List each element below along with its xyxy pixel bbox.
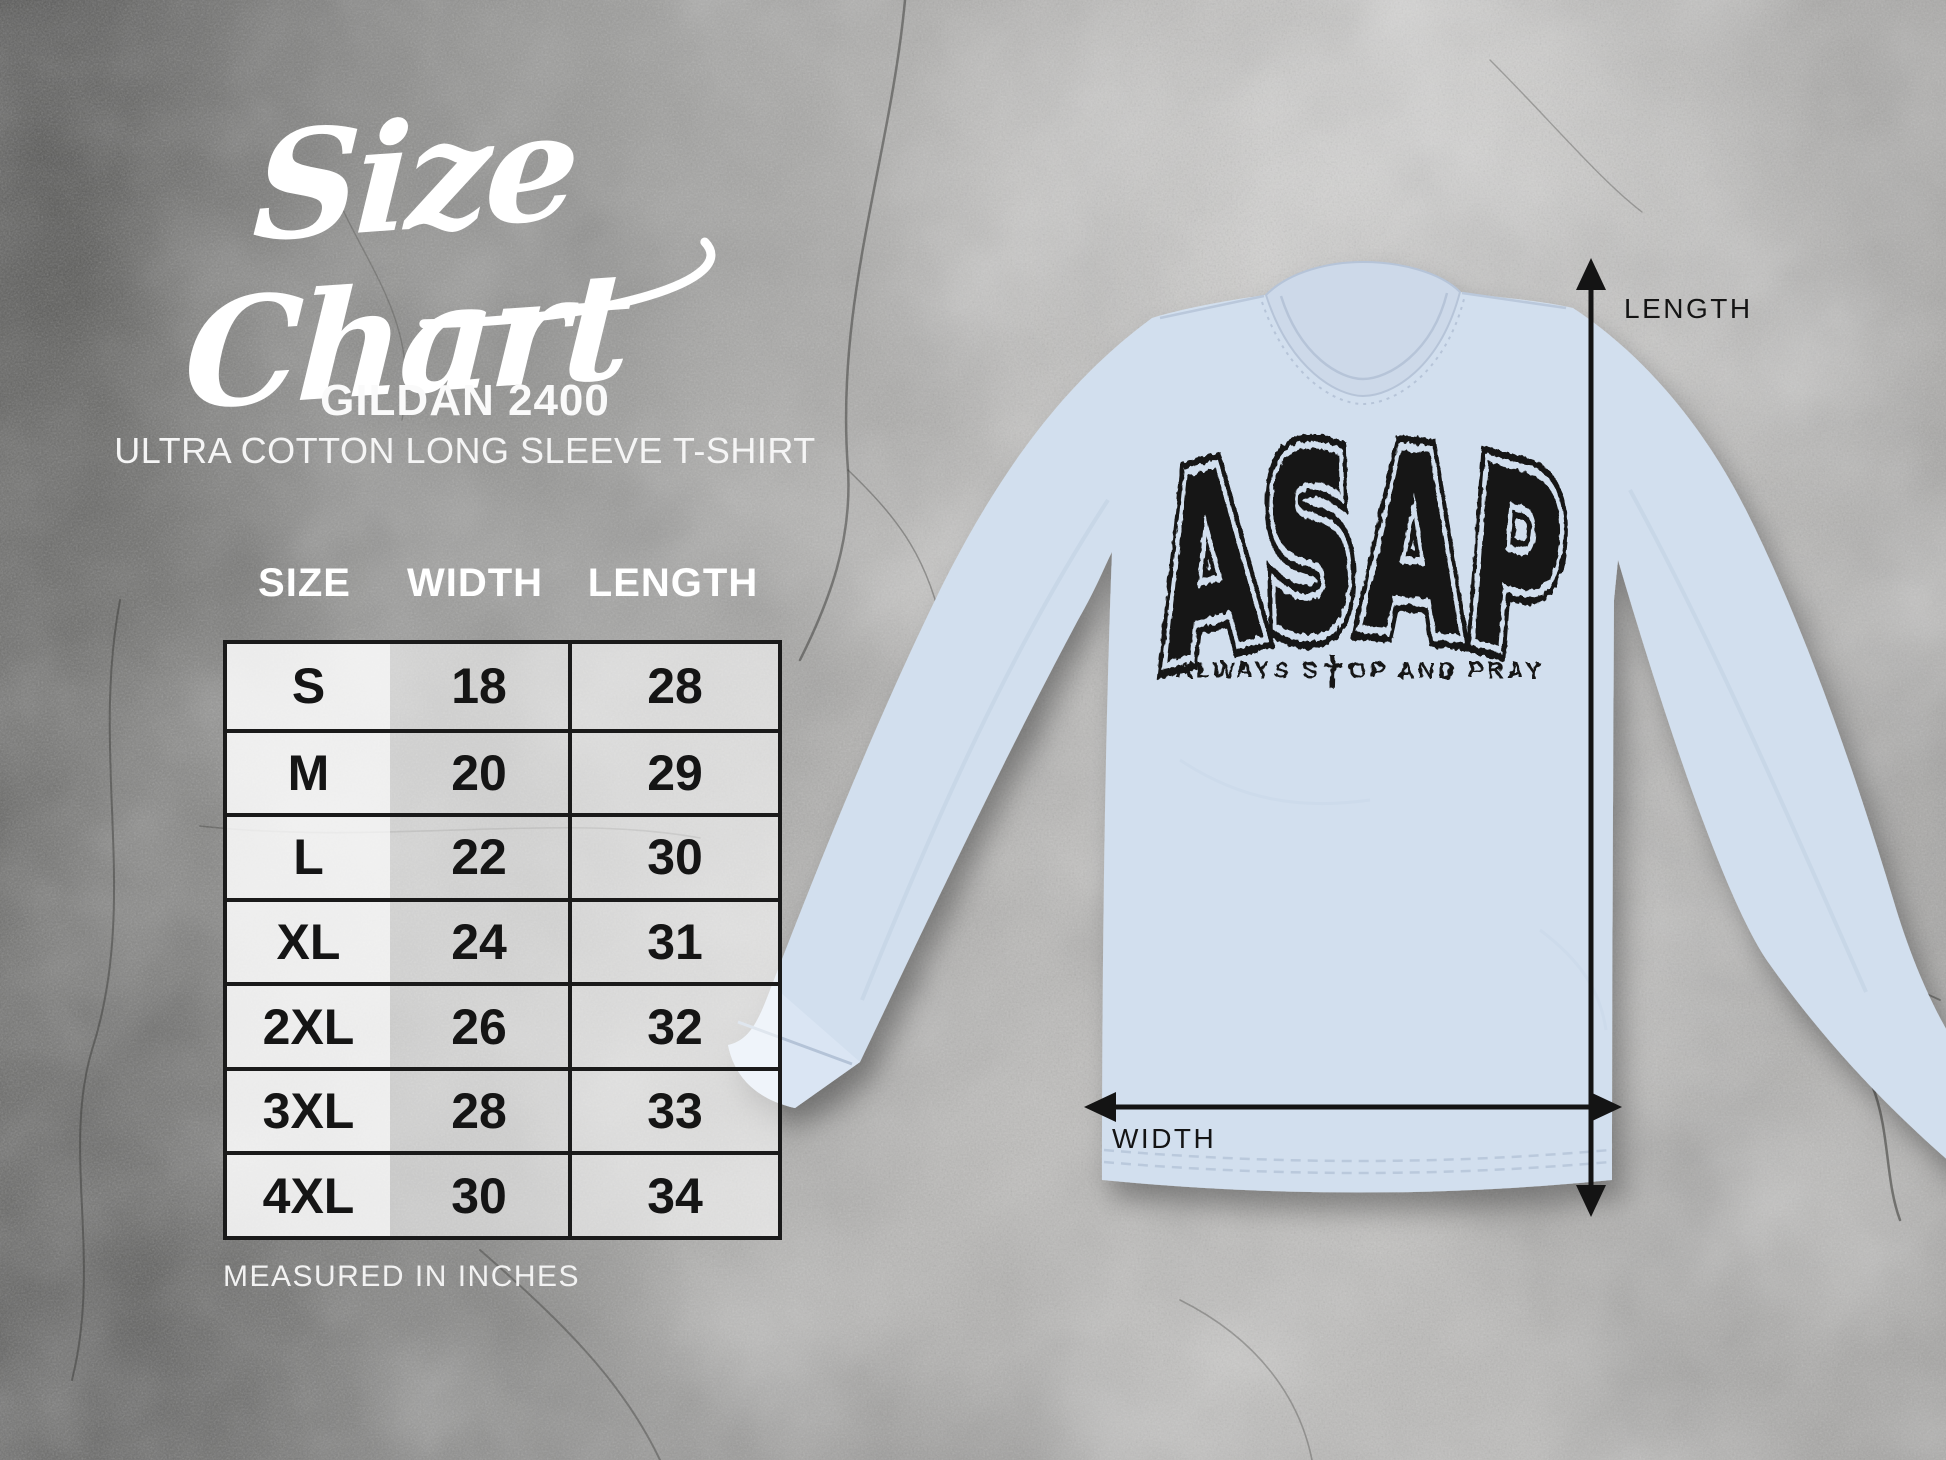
length-label: LENGTH	[1624, 293, 1753, 324]
hem-stitching	[1103, 1148, 1611, 1175]
length-cell: 32	[568, 986, 778, 1067]
cross-icon: †	[1321, 648, 1349, 697]
size-cell: 2XL	[227, 986, 390, 1067]
width-arrow	[1084, 1092, 1622, 1122]
tagline-part1: ALWAYS S	[1176, 657, 1321, 683]
size-cell: L	[227, 817, 390, 898]
length-cell: 31	[568, 901, 778, 983]
width-label: WIDTH	[1112, 1123, 1216, 1154]
width-cell: 26	[390, 986, 568, 1067]
table-row: M 20 29	[227, 728, 778, 814]
length-cell: 34	[568, 1155, 778, 1236]
length-arrow	[1576, 258, 1606, 1217]
table-row: S 18 28	[227, 644, 778, 729]
width-cell: 28	[390, 1070, 568, 1152]
width-cell: 30	[390, 1155, 568, 1236]
table-row: L 22 30	[227, 813, 778, 898]
length-cell: 33	[568, 1070, 778, 1152]
size-table-headers: SIZE WIDTH LENGTH	[223, 556, 782, 606]
width-cell: 20	[390, 732, 568, 814]
shirt-body	[728, 262, 1946, 1193]
brand-name: GILDAN 2400	[320, 376, 610, 425]
shirt-collar	[1159, 260, 1567, 406]
asap-print: ASAP ASAP ASAP	[1139, 389, 1584, 731]
width-cell: 24	[390, 901, 568, 983]
title-swash-flourish	[419, 237, 716, 329]
table-row: 2XL 26 32	[227, 982, 778, 1067]
column-header-length: LENGTH	[587, 561, 759, 605]
size-cell: M	[227, 732, 390, 814]
collar-inner-seam	[1279, 292, 1449, 381]
length-cell: 29	[568, 732, 778, 814]
table-row: 3XL 28 33	[227, 1066, 778, 1152]
table-row: 4XL 30 34	[227, 1151, 778, 1236]
size-table: S 18 28 M 20 29 L 22 30 XL 24 31 2XL 26 …	[223, 640, 782, 1240]
tagline-text: ALWAYS S†OP AND PRAY	[1176, 648, 1544, 697]
table-row: XL 24 31	[227, 897, 778, 983]
units-footnote: MEASURED IN INCHES	[223, 1260, 581, 1293]
product-description: ULTRA COTTON LONG SLEEVE T-SHIRT	[114, 430, 816, 471]
size-cell: S	[227, 644, 390, 729]
column-header-width: WIDTH	[406, 561, 544, 605]
column-header-size: SIZE	[258, 561, 351, 605]
fabric-folds	[860, 489, 1868, 1031]
size-cell: 4XL	[227, 1155, 390, 1236]
size-cell: 3XL	[227, 1070, 390, 1152]
shoulder-seams	[1159, 291, 1567, 320]
width-cell: 18	[390, 644, 568, 729]
shirt-silhouette	[728, 262, 1946, 1193]
size-cell: XL	[227, 901, 390, 983]
width-cell: 22	[390, 817, 568, 898]
length-cell: 30	[568, 817, 778, 898]
length-cell: 28	[568, 644, 778, 729]
tagline-part2: OP AND PRAY	[1349, 657, 1544, 683]
